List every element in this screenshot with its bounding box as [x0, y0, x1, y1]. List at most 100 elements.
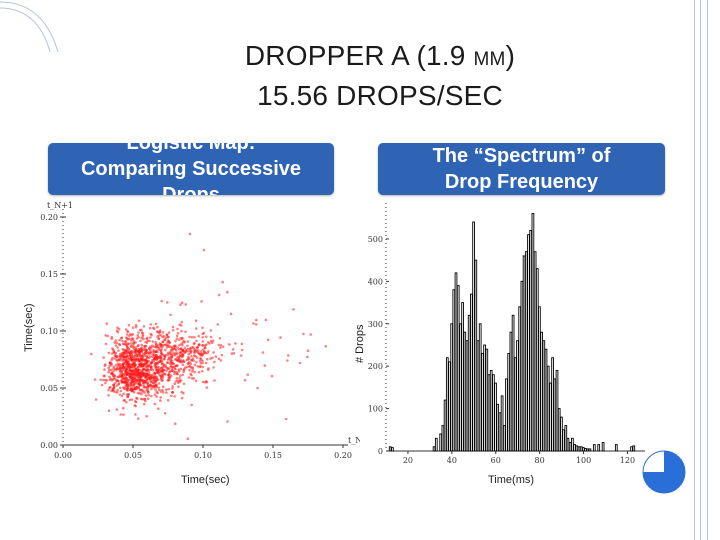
scatter-point — [193, 342, 196, 345]
histogram-bar — [562, 429, 565, 452]
scatter-point — [142, 382, 146, 385]
scatter-point — [144, 386, 147, 389]
scatter-point — [161, 369, 165, 372]
histogram-bar — [481, 352, 484, 452]
scatter-point — [182, 391, 185, 395]
scatter-point — [159, 396, 162, 399]
scatter-point — [150, 333, 153, 337]
scatter-point — [205, 343, 208, 346]
scatter-point — [190, 403, 193, 407]
histogram-bar — [527, 234, 530, 452]
scatter-point — [116, 355, 119, 358]
scatter-y-tick-label: 0.20 — [40, 213, 58, 222]
scatter-point — [214, 355, 218, 358]
scatter-point — [174, 358, 177, 361]
histogram-bar — [485, 348, 489, 452]
scatter-point — [192, 347, 196, 350]
scatter-point — [131, 366, 134, 369]
scatter-point — [167, 331, 171, 334]
scatter-point — [115, 379, 119, 383]
scatter-point — [175, 334, 179, 338]
scatter-point — [137, 347, 141, 351]
scatter-point — [159, 359, 162, 362]
histogram-x-tick-label: 120 — [620, 456, 635, 465]
scatter-point — [118, 338, 121, 342]
scatter-point — [194, 327, 198, 330]
scatter-point — [154, 384, 158, 388]
scatter-point — [134, 348, 138, 351]
scatter-point — [132, 382, 136, 386]
scatter-point — [157, 382, 161, 385]
scatter-point — [171, 328, 175, 332]
scatter-point — [122, 387, 126, 390]
scatter-point — [200, 350, 203, 353]
scatter-point — [147, 353, 151, 356]
histogram-bar — [555, 369, 559, 452]
scatter-point — [112, 374, 116, 378]
scatter-point — [306, 349, 310, 352]
histogram-bar — [505, 378, 508, 452]
scatter-point — [202, 248, 206, 252]
scatter-point — [213, 379, 216, 382]
frame-line-inner — [700, 0, 701, 540]
scatter-point — [129, 351, 132, 354]
scatter-point — [201, 359, 204, 362]
histogram-bar — [461, 302, 464, 452]
histogram-y-tick-label: 0 — [378, 447, 383, 456]
scatter-point — [140, 343, 144, 347]
scatter-point — [302, 332, 305, 336]
scatter-point — [149, 351, 153, 355]
scatter-point — [171, 325, 175, 329]
scatter-point — [178, 338, 181, 342]
scatter-point — [149, 355, 152, 358]
scatter-point — [151, 344, 154, 347]
scatter-point — [171, 391, 174, 394]
scatter-point — [151, 368, 154, 372]
scatter-point — [173, 353, 177, 357]
scatter-point — [144, 399, 147, 403]
scatter-point — [197, 370, 201, 374]
scatter-point — [172, 362, 176, 366]
scatter-point — [108, 386, 111, 390]
histogram-bar — [441, 425, 445, 452]
scatter-point — [201, 344, 204, 347]
scatter-point — [118, 343, 122, 347]
scatter-point — [134, 345, 138, 349]
scatter-point — [106, 334, 110, 338]
scatter-point — [115, 384, 119, 387]
scatter-point — [184, 303, 187, 306]
scatter-point — [112, 369, 115, 373]
scatter-point — [107, 366, 110, 370]
scatter-point — [110, 352, 114, 355]
scatter-point — [124, 343, 128, 347]
histogram-bar — [443, 399, 447, 452]
scatter-point — [145, 369, 149, 372]
scatter-point — [261, 351, 265, 354]
scatter-point — [131, 326, 135, 329]
scatter-point — [125, 353, 128, 356]
scatter-point — [146, 387, 149, 391]
scatter-point — [160, 348, 163, 351]
histogram-bar — [439, 433, 443, 452]
scatter-point — [142, 362, 145, 366]
logistic-map-scatter-chart: 0.00 0.05 0.10 0.15 0.20 0.00 0.05 0.10 0.15 0.20… — [40, 201, 360, 460]
scatter-point — [121, 339, 124, 343]
scatter-point — [123, 377, 127, 381]
pie-ornament — [642, 450, 686, 494]
scatter-point — [120, 336, 123, 339]
scatter-point — [147, 351, 151, 354]
scatter-point — [118, 393, 122, 396]
scatter-point — [187, 355, 190, 359]
scatter-point — [157, 386, 160, 390]
scatter-point — [125, 333, 129, 336]
scatter-point — [191, 366, 195, 369]
scatter-point — [130, 339, 133, 342]
scatter-point — [174, 344, 177, 347]
scatter-point — [188, 349, 191, 353]
scatter-point — [105, 379, 109, 382]
scatter-point — [125, 400, 128, 404]
scatter-point — [186, 340, 190, 343]
scatter-point — [125, 371, 129, 374]
scatter-point — [145, 381, 149, 385]
histogram-bar — [551, 357, 554, 452]
